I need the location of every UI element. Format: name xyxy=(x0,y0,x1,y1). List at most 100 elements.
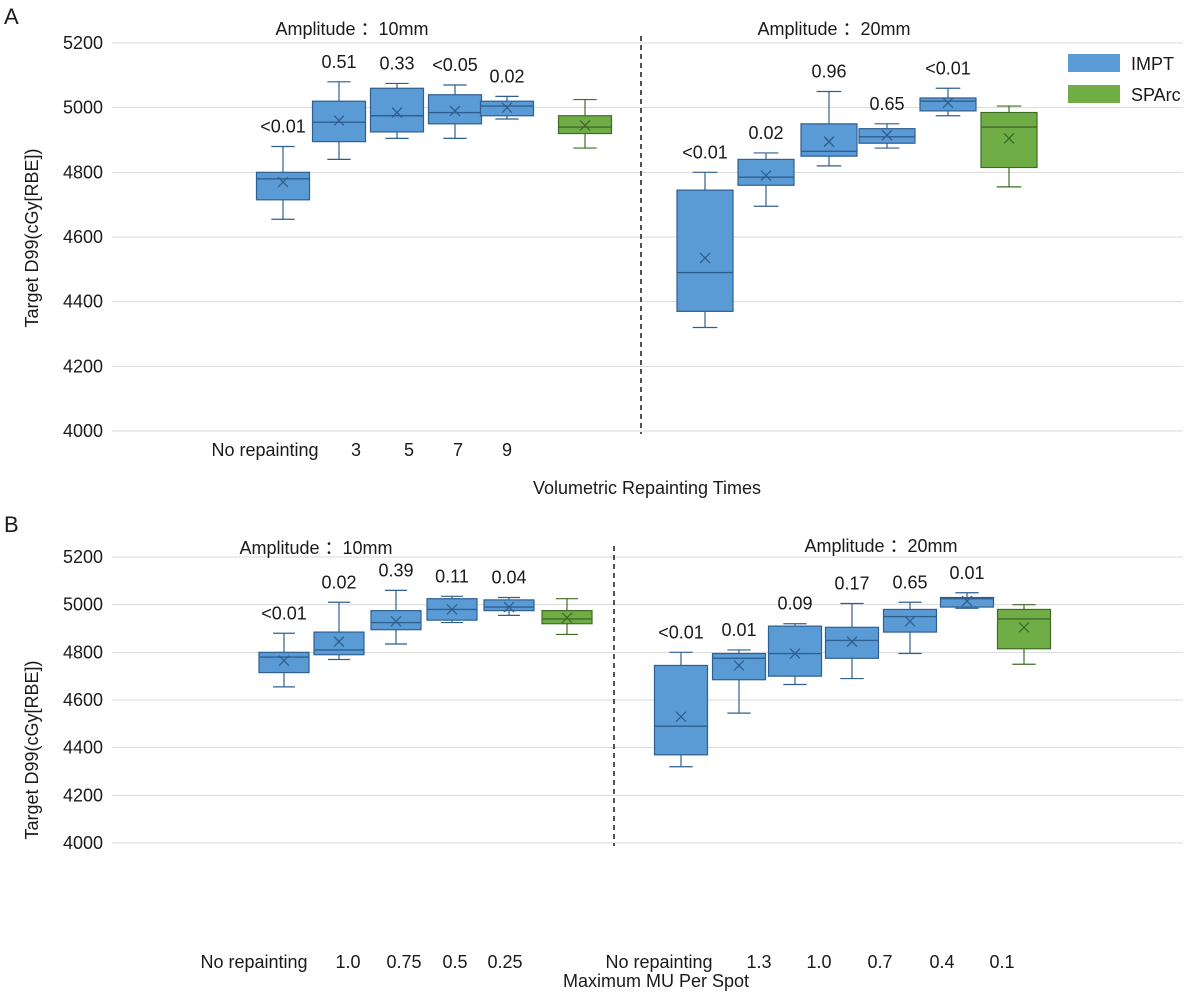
category-label: 0.1 xyxy=(989,952,1014,972)
box-impt xyxy=(711,649,767,714)
y-tick-label: 4600 xyxy=(63,690,103,710)
amplitude-label-a-20mm: Amplitude ：20mm xyxy=(757,19,910,39)
p-value-label: 0.39 xyxy=(378,560,413,580)
y-axis-title-a: Target D99(cGy[RBE]) xyxy=(22,148,42,327)
mean-marker xyxy=(904,615,916,627)
box-impt xyxy=(427,84,483,139)
box-iqr xyxy=(824,626,880,659)
p-value-label: 0.65 xyxy=(869,94,904,114)
y-tick-label: 5200 xyxy=(63,33,103,53)
box-impt xyxy=(800,90,858,167)
legend: IMPT SPArc xyxy=(1068,54,1181,105)
p-value-label: 0.02 xyxy=(489,66,524,86)
mean-marker xyxy=(333,636,345,648)
mean-marker xyxy=(277,176,289,188)
p-value-label: 0.65 xyxy=(892,572,927,592)
y-tick-label: 4800 xyxy=(63,642,103,662)
p-value-label: 0.11 xyxy=(435,566,469,586)
p-value-label: 0.51 xyxy=(321,52,356,72)
box-impt xyxy=(676,171,734,329)
box-impt xyxy=(479,95,535,120)
box-impt xyxy=(258,632,310,688)
category-label: No repainting xyxy=(605,952,712,972)
mean-marker xyxy=(333,115,345,127)
p-value-label: <0.01 xyxy=(260,116,306,136)
panel-b: B Target D99(cGy[RBE]) Amplitude ：10mm A… xyxy=(4,512,1183,991)
y-tick-label: 5000 xyxy=(63,98,103,118)
amplitude-label-a-10mm: Amplitude ：10mm xyxy=(275,19,428,39)
box-iqr xyxy=(427,94,483,125)
box-iqr xyxy=(258,651,310,674)
mean-marker xyxy=(699,252,711,264)
box-sparc xyxy=(980,105,1038,188)
mean-marker xyxy=(1003,132,1015,144)
box-iqr xyxy=(255,171,311,201)
mean-marker xyxy=(789,648,801,659)
box-iqr xyxy=(939,596,995,608)
box-impt xyxy=(919,87,977,117)
mean-marker xyxy=(446,603,458,615)
p-value-label: <0.01 xyxy=(682,142,728,162)
box-iqr xyxy=(676,189,734,312)
box-impt xyxy=(426,595,478,624)
category-labels-a: No repainting 3 5 7 9 xyxy=(211,440,512,460)
box-iqr xyxy=(483,599,535,612)
category-label: No repainting xyxy=(200,952,307,972)
mean-marker xyxy=(449,105,461,117)
legend-swatch-impt xyxy=(1068,54,1120,72)
mean-marker xyxy=(579,119,591,131)
category-label: 0.5 xyxy=(442,952,467,972)
category-label: 0.7 xyxy=(867,952,892,972)
y-tick-label: 4800 xyxy=(63,162,103,182)
y-tick-label: 4600 xyxy=(63,227,103,247)
p-value-label: 0.01 xyxy=(949,563,984,583)
p-value-label: 0.96 xyxy=(811,62,846,82)
mean-marker xyxy=(961,595,973,607)
box-impt xyxy=(824,602,880,680)
box-impt xyxy=(882,601,938,655)
gridlines xyxy=(112,42,1183,432)
gridlines xyxy=(112,556,1183,844)
legend-swatch-sparc xyxy=(1068,85,1120,103)
category-label: 9 xyxy=(502,440,512,460)
p-value-label: <0.01 xyxy=(925,58,971,78)
mean-marker xyxy=(561,612,573,624)
box-iqr xyxy=(653,664,709,756)
p-value-label: 0.09 xyxy=(777,594,812,614)
box-iqr xyxy=(711,652,767,681)
mean-marker xyxy=(881,129,893,141)
box-impt xyxy=(311,81,367,160)
box-impt xyxy=(939,592,995,609)
p-value-label: 0.33 xyxy=(379,53,414,73)
p-value-label: 0.01 xyxy=(721,620,756,640)
box-iqr xyxy=(369,87,425,133)
amplitude-label-b-20mm: Amplitude ：20mm xyxy=(804,536,957,556)
category-label: 5 xyxy=(404,440,414,460)
box-sparc xyxy=(996,604,1052,665)
y-tick-label: 4000 xyxy=(63,833,103,853)
x-axis-title-a: Volumetric Repainting Times xyxy=(533,478,761,498)
y-tick-label: 4000 xyxy=(63,421,103,441)
p-value-label: <0.01 xyxy=(658,622,704,642)
category-label: 3 xyxy=(351,440,361,460)
y-tick-label: 4400 xyxy=(63,292,103,312)
mean-marker xyxy=(760,170,772,182)
p-value-label: 0.02 xyxy=(748,123,783,143)
category-labels-b: No repainting 1.0 0.75 0.5 0.25 No repai… xyxy=(200,952,1014,972)
category-label: 7 xyxy=(453,440,463,460)
box-impt xyxy=(255,145,311,220)
box-sparc xyxy=(541,598,593,636)
p-value-label: <0.05 xyxy=(432,55,478,75)
y-tick-label: 4200 xyxy=(63,785,103,805)
mean-marker xyxy=(501,102,513,114)
mean-marker xyxy=(733,659,745,671)
box-impt xyxy=(313,601,365,661)
box-iqr xyxy=(980,111,1038,169)
mean-marker xyxy=(675,711,687,723)
category-label: No repainting xyxy=(211,440,318,460)
category-label: 0.75 xyxy=(386,952,421,972)
category-label: 0.25 xyxy=(487,952,522,972)
category-label: 0.4 xyxy=(929,952,954,972)
mean-marker xyxy=(1018,621,1030,633)
